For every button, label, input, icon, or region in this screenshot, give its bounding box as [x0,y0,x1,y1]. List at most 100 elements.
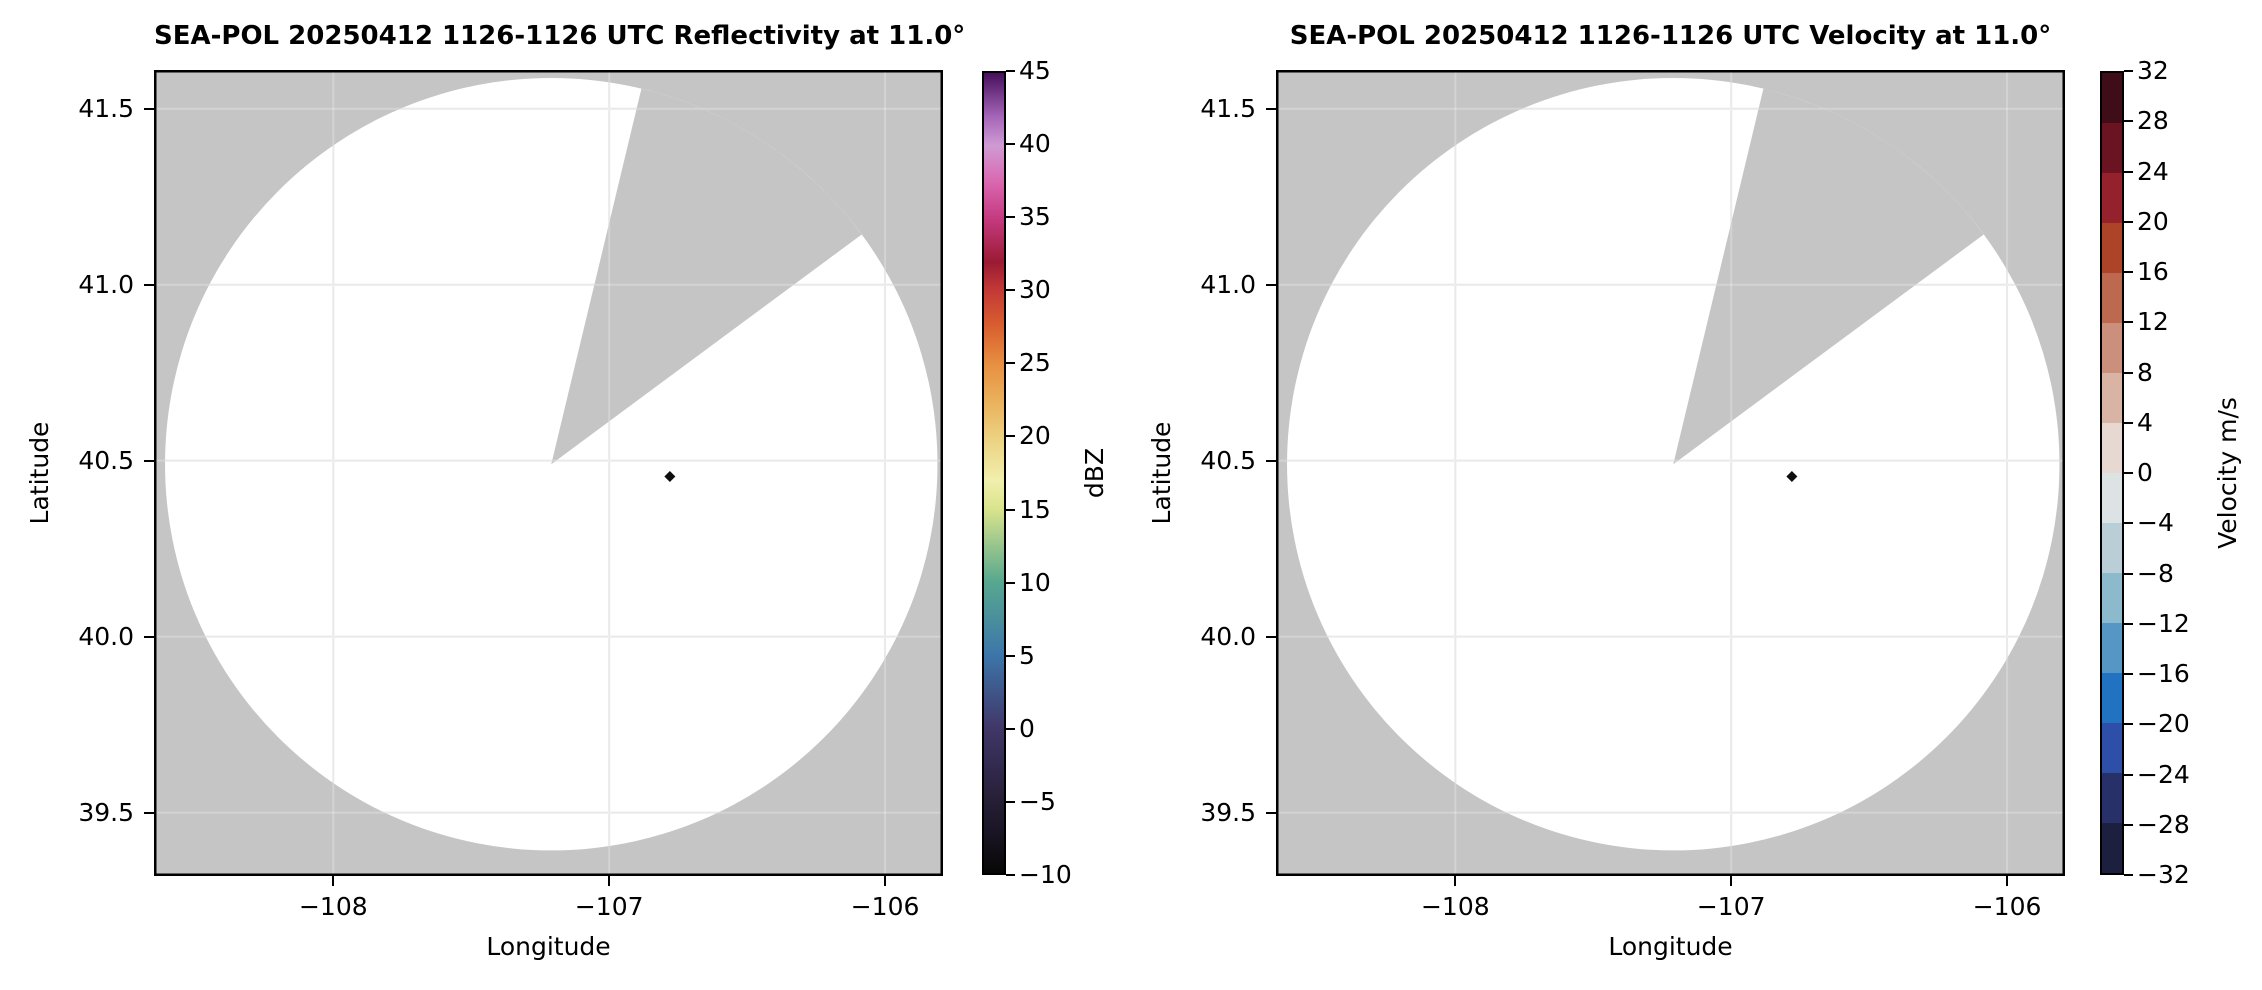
x-tick-mark [884,876,887,886]
y-tick-label: 40.0 [78,621,134,651]
colorbar-tick-label: 5 [1019,640,1035,670]
colorbar-tick-label: 30 [1019,275,1051,305]
y-tick-mark [144,635,154,638]
colorbar-tick-mark [1006,508,1015,511]
colorbar-tick-label: −5 [1019,786,1056,816]
colorbar-tick-mark [2124,522,2133,525]
y-tick-mark [144,107,154,110]
x-tick-label: −108 [298,892,368,921]
reflectivity-ppi-svg [154,70,943,876]
panel-title: SEA-POL 20250412 1126-1126 UTC Velocity … [1289,21,2052,51]
colorbar-tick-mark [1006,654,1015,657]
colorbar-tick-mark [2124,773,2133,776]
y-tick-mark [1266,811,1276,814]
x-tick-mark [332,876,335,886]
colorbar-tick-label: −32 [2137,860,2190,889]
colorbar-tick-mark [1006,800,1015,803]
colorbar-tick-label: 35 [1019,202,1051,232]
site-marker-diamond [1786,471,1798,483]
y-tick-label: 41.0 [1200,269,1256,299]
y-tick-label: 41.5 [78,93,134,123]
colorbar-tick-label: 40 [1019,129,1051,159]
colorbar-tick-mark [2124,723,2133,726]
colorbar-tick-label: 20 [1019,421,1051,451]
colorbar-tick-label: −28 [2137,809,2190,839]
outside-coverage-mask [154,70,943,876]
y-tick-label: 40.5 [1200,445,1256,475]
colorbar-tick-label: −8 [2137,558,2174,588]
grid-overlay [154,70,943,876]
colorbar-tick-label: 25 [1019,348,1051,378]
y-tick-label: 41.0 [78,269,134,299]
colorbar-tick-label: 12 [2137,307,2169,337]
grid-overlay [1276,70,2065,876]
colorbar-tick-mark [2124,673,2133,675]
colorbar-tick-label: 4 [2137,407,2153,437]
x-tick-mark [1730,876,1733,886]
colorbar-tick-label: 16 [2137,257,2169,286]
x-tick-label: −107 [1696,892,1766,921]
colorbar-tick-label: 28 [2137,106,2169,136]
plot-background [154,70,943,876]
outside-coverage-mask [1276,70,2065,876]
colorbar-tick-label: 8 [2137,357,2153,387]
no-data-region [154,70,943,876]
colorbar-tick-label: 0 [1019,713,1035,743]
y-tick-label: 39.5 [1200,797,1256,827]
y-tick-label: 39.5 [78,797,134,827]
plot-frame [154,70,943,876]
colorbar-tick-mark [2124,170,2133,173]
colorbar-tick-mark [1006,435,1015,438]
colorbar-tick-mark [2124,120,2133,123]
colorbar-tick-label: 15 [1019,494,1051,524]
colorbar-tick-mark [1006,362,1015,365]
y-tick-mark [1266,283,1276,286]
colorbar-tick-mark [1006,874,1015,876]
colorbar-tick-mark [2124,271,2133,273]
grid-lines [154,70,943,876]
colorbar-tick-mark [1006,289,1015,292]
y-axis-label: Latitude [1147,421,1176,525]
x-tick-mark [1454,876,1457,886]
colorbar-tick-mark [2124,220,2133,223]
x-axis-label: Longitude [1608,932,1733,961]
y-tick-label: 40.5 [78,445,134,475]
x-tick-label: −106 [1972,892,2042,921]
y-tick-mark [1266,635,1276,638]
y-axis-label: Latitude [25,421,54,525]
x-tick-mark [608,876,611,886]
colorbar-tick-mark [2124,622,2133,625]
y-tick-mark [144,811,154,814]
x-tick-mark [2006,876,2009,886]
x-tick-label: −106 [850,892,920,921]
x-tick-label: −107 [574,892,644,921]
colorbar-tick-label: −20 [2137,709,2190,739]
panel-title: SEA-POL 20250412 1126-1126 UTC Reflectiv… [154,21,966,51]
y-tick-mark [1266,107,1276,110]
plot-frame [1276,70,2065,876]
colorbar-tick-mark [2124,874,2133,876]
no-data-region [1276,70,2065,876]
missing-sector-wedge [1673,88,1984,465]
colorbar-label: dBZ [1080,447,1109,499]
y-tick-label: 41.5 [1200,93,1256,123]
colorbar-tick-mark [2124,572,2133,575]
colorbar-tick-label: −24 [2137,759,2190,789]
missing-sector-wedge [551,88,862,465]
velocity-colorbar [2100,71,2124,875]
reflectivity-colorbar [982,71,1006,875]
colorbar-tick-label: 0 [2137,458,2153,487]
site-marker-diamond [664,471,676,483]
colorbar-tick-mark [1006,143,1015,146]
colorbar-tick-label: 24 [2137,156,2169,186]
colorbar-tick-label: 32 [2137,56,2169,85]
colorbar-tick-mark [1006,727,1015,730]
colorbar-tick-mark [1006,216,1015,219]
colorbar-tick-mark [1006,70,1015,72]
x-axis-label: Longitude [486,932,611,961]
colorbar-tick-mark [2124,321,2133,324]
colorbar-tick-label: 20 [2137,206,2169,236]
